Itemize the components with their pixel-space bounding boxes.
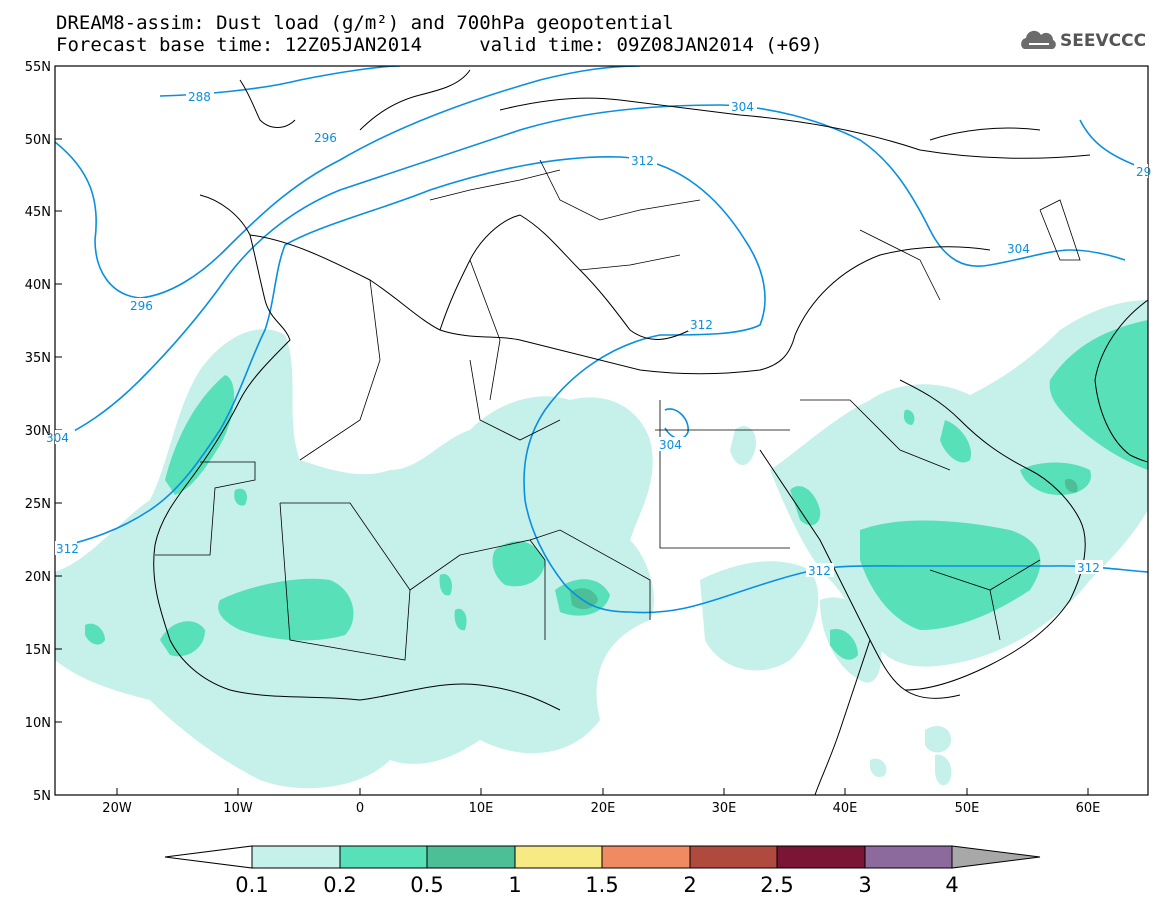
contour-label: 312 <box>1077 561 1100 575</box>
dust-fields <box>55 300 1148 789</box>
contour-label: 296 <box>314 131 337 145</box>
longitude-labels: 20W 10W 0 10E 20E 30E 40E 50E 60E <box>102 801 1100 816</box>
contour-label: 312 <box>631 154 654 168</box>
lat-label: 55N <box>25 60 51 75</box>
lon-label: 50E <box>955 801 980 816</box>
contour-labels: 288 296 296 304 304 304 304 312 312 312 … <box>46 89 1151 578</box>
map-title: DREAM8-assim: Dust load (g/m²) and 700hP… <box>56 12 674 34</box>
contour-label: 288 <box>188 90 211 104</box>
lon-label: 20E <box>591 801 616 816</box>
lon-label: 40E <box>833 801 858 816</box>
country-borders <box>155 159 1081 661</box>
lat-label: 25N <box>25 497 51 512</box>
contour-label: 304 <box>731 100 754 114</box>
lat-label: 50N <box>25 133 51 148</box>
cloud-logo-icon <box>1021 30 1056 49</box>
contour-label: 312 <box>690 318 713 332</box>
lon-label: 20W <box>102 801 132 816</box>
contour-label: 304 <box>1007 242 1030 256</box>
contour-label: 296 <box>130 299 153 313</box>
lon-label: 10E <box>469 801 494 816</box>
latitude-labels: 55N 50N 45N 40N 35N 30N 25N 20N 15N 10N … <box>25 60 51 804</box>
lon-label: 30E <box>712 801 737 816</box>
forecast-time-line: Forecast base time: 12Z05JAN2014 valid t… <box>56 34 823 56</box>
geopotential-contours <box>55 66 1148 614</box>
lat-label: 15N <box>25 643 51 658</box>
lat-label: 40N <box>25 278 51 293</box>
contour-label: 312 <box>808 564 831 578</box>
contour-label: 304 <box>659 438 682 452</box>
dust-level-medium <box>85 320 1148 660</box>
logo-text: SEEVCCC <box>1060 31 1147 51</box>
coastlines <box>153 69 1148 795</box>
lat-label: 10N <box>25 716 51 731</box>
lon-label: 10W <box>223 801 253 816</box>
contour-label: 29 <box>1136 165 1151 179</box>
lat-label: 5N <box>33 789 51 804</box>
lat-label: 20N <box>25 570 51 585</box>
lon-label: 0 <box>356 801 364 816</box>
lat-label: 35N <box>25 351 51 366</box>
contour-label: 312 <box>56 542 79 556</box>
lat-label: 45N <box>25 205 51 220</box>
lat-label: 30N <box>25 424 51 439</box>
contour-label: 304 <box>46 431 69 445</box>
lon-label: 60E <box>1076 801 1101 816</box>
